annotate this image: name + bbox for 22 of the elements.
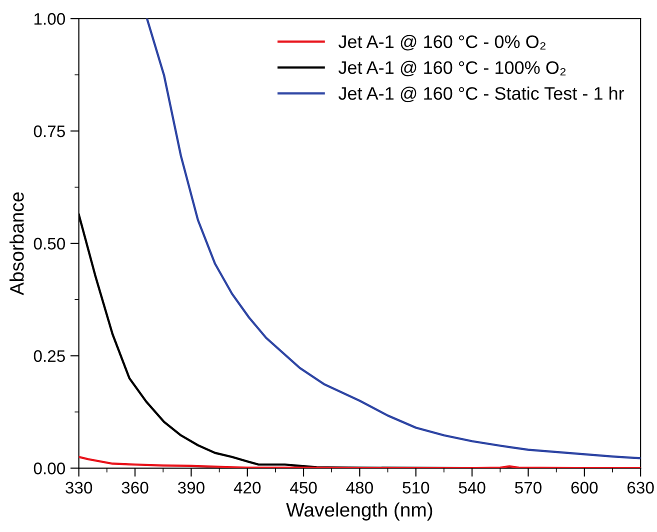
x-tick-label: 630	[628, 482, 654, 494]
legend-label: Jet A-1 @ 160 °C - 100% O₂	[338, 60, 566, 76]
x-tick-label: 450	[290, 482, 317, 494]
legend-label: Jet A-1 @ 160 °C - 0% O₂	[338, 34, 546, 50]
y-tick-label: 0.75	[34, 125, 65, 138]
x-axis-title: Wavelength (nm)	[286, 502, 432, 521]
x-tick-label: 480	[346, 482, 373, 494]
y-tick-label: 0.00	[34, 462, 65, 474]
y-tick-label: 0.25	[34, 350, 65, 362]
x-tick-label: 420	[234, 482, 261, 494]
line-series	[146, 18, 641, 460]
x-tick-label: 360	[122, 482, 148, 494]
y-tick-label: 1.00	[34, 13, 65, 25]
x-tick-label: 390	[178, 482, 204, 494]
x-tick-label: 570	[514, 482, 542, 494]
x-tick-label: 600	[571, 482, 598, 494]
x-tick-label: 330	[66, 482, 92, 494]
y-tick-label: 0.50	[34, 238, 65, 250]
x-tick-label: 540	[458, 482, 486, 494]
y-axis-title: Absorbance	[10, 192, 24, 296]
legend-label: Jet A-1 @ 160 °C - Static Test - 1 hr	[338, 86, 624, 102]
x-tick-label: 510	[402, 482, 430, 494]
